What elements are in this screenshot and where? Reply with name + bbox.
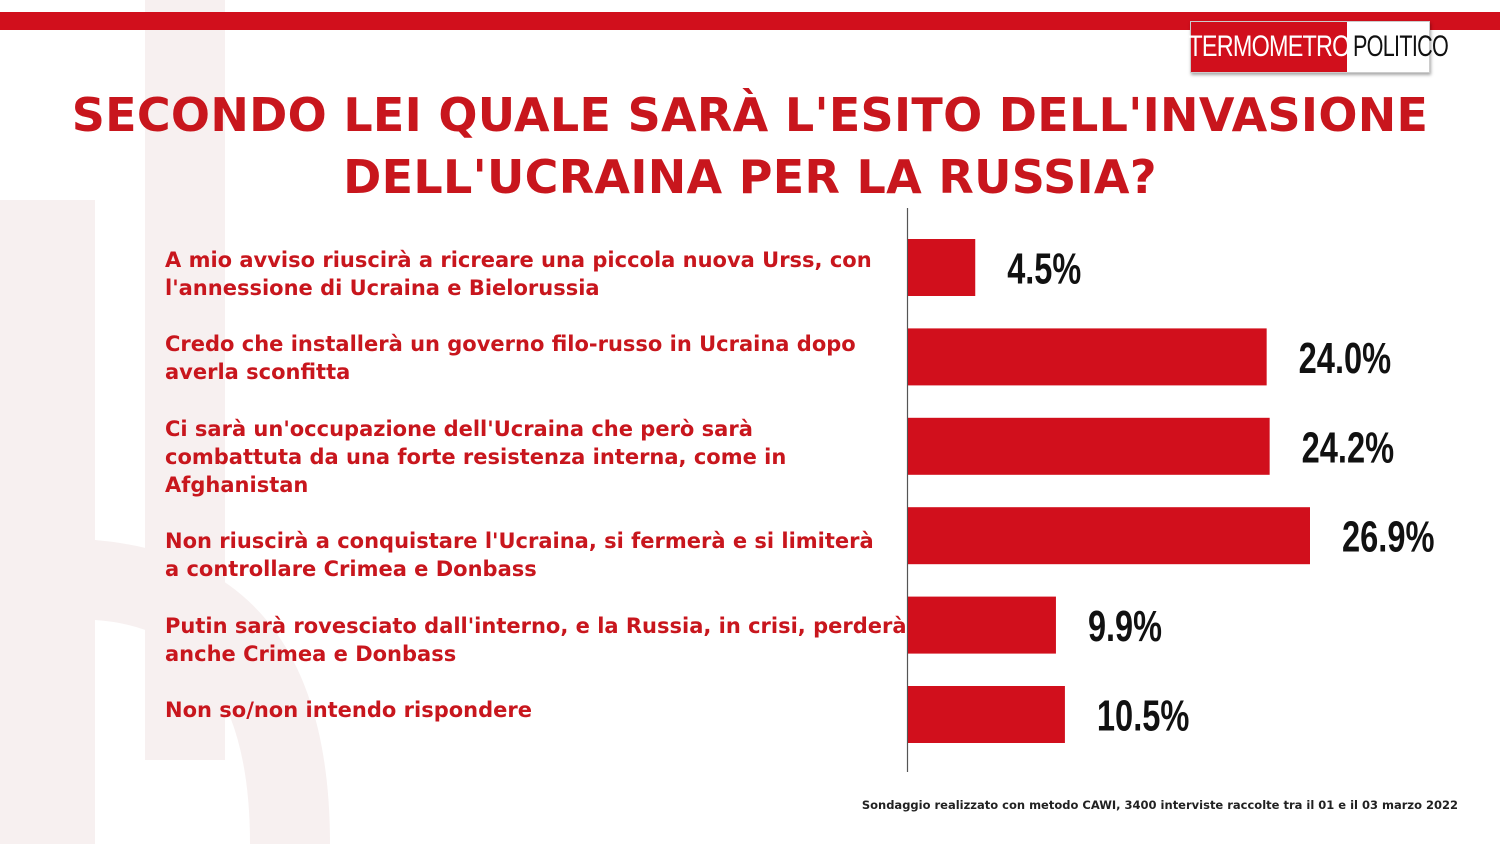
bar-5 (908, 596, 1056, 654)
bar-1 (908, 239, 976, 296)
top-accent-bar (0, 12, 1500, 30)
category-label-1-line-1: A mio avviso riuscirà a ricreare una pic… (165, 248, 872, 272)
category-label-2-line-2: averla sconfitta (165, 360, 351, 384)
chart-title-line-1: SECONDO LEI QUALE SARÀ L'ESITO DELL'INVA… (71, 88, 1429, 142)
bar-6 (908, 686, 1065, 743)
category-label-2: Credo che installerà un governo filo-rus… (165, 330, 910, 386)
category-label-5: Putin sarà rovesciato dall'interno, e la… (165, 612, 910, 668)
category-label-6: Non so/non intendo rispondere (165, 696, 910, 724)
category-label-2-line-1: Credo che installerà un governo filo-rus… (165, 332, 856, 356)
bar-2 (908, 328, 1267, 386)
category-label-3-line-1: Ci sarà un'occupazione dell'Ucraina che … (165, 417, 753, 441)
category-label-3: Ci sarà un'occupazione dell'Ucraina che … (165, 415, 910, 499)
bar-4 (908, 507, 1310, 565)
category-label-1: A mio avviso riuscirà a ricreare una pic… (165, 246, 910, 302)
chart-title-line-2: DELL'UCRAINA PER LA RUSSIA? (343, 150, 1157, 204)
category-label-6-line-1: Non so/non intendo rispondere (165, 698, 532, 722)
logo-text-left: TERMOMETRO (1188, 22, 1350, 72)
bar-3 (908, 417, 1270, 475)
category-label-4-line-1: Non riuscirà a conquistare l'Ucraina, si… (165, 529, 874, 553)
category-label-5-line-1: Putin sarà rovesciato dall'interno, e la… (165, 614, 907, 638)
logo-text-right: POLITICO (1353, 30, 1449, 63)
footnote: Sondaggio realizzato con metodo CAWI, 34… (861, 798, 1458, 812)
value-label-1: 4.5% (1007, 245, 1081, 294)
termometro-politico-logo: TERMOMETRO POLITICO (1188, 21, 1449, 73)
category-label-5-line-2: anche Crimea e Donbass (165, 642, 457, 666)
value-label-4: 26.9% (1342, 513, 1435, 562)
category-label-4: Non riuscirà a conquistare l'Ucraina, si… (165, 527, 910, 583)
chart-title: SECONDO LEI QUALE SARÀ L'ESITO DELL'INVA… (20, 84, 1480, 208)
value-label-3: 24.2% (1302, 423, 1395, 472)
value-label-5: 9.9% (1088, 602, 1162, 651)
category-label-1-line-2: l'annessione di Ucraina e Bielorussia (165, 276, 600, 300)
category-label-4-line-2: a controllare Crimea e Donbass (165, 557, 537, 581)
value-label-2: 24.0% (1299, 334, 1392, 383)
category-label-3-line-3: Afghanistan (165, 473, 309, 497)
value-label-6: 10.5% (1097, 692, 1190, 741)
category-label-3-line-2: combattuta da una forte resistenza inter… (165, 445, 787, 469)
